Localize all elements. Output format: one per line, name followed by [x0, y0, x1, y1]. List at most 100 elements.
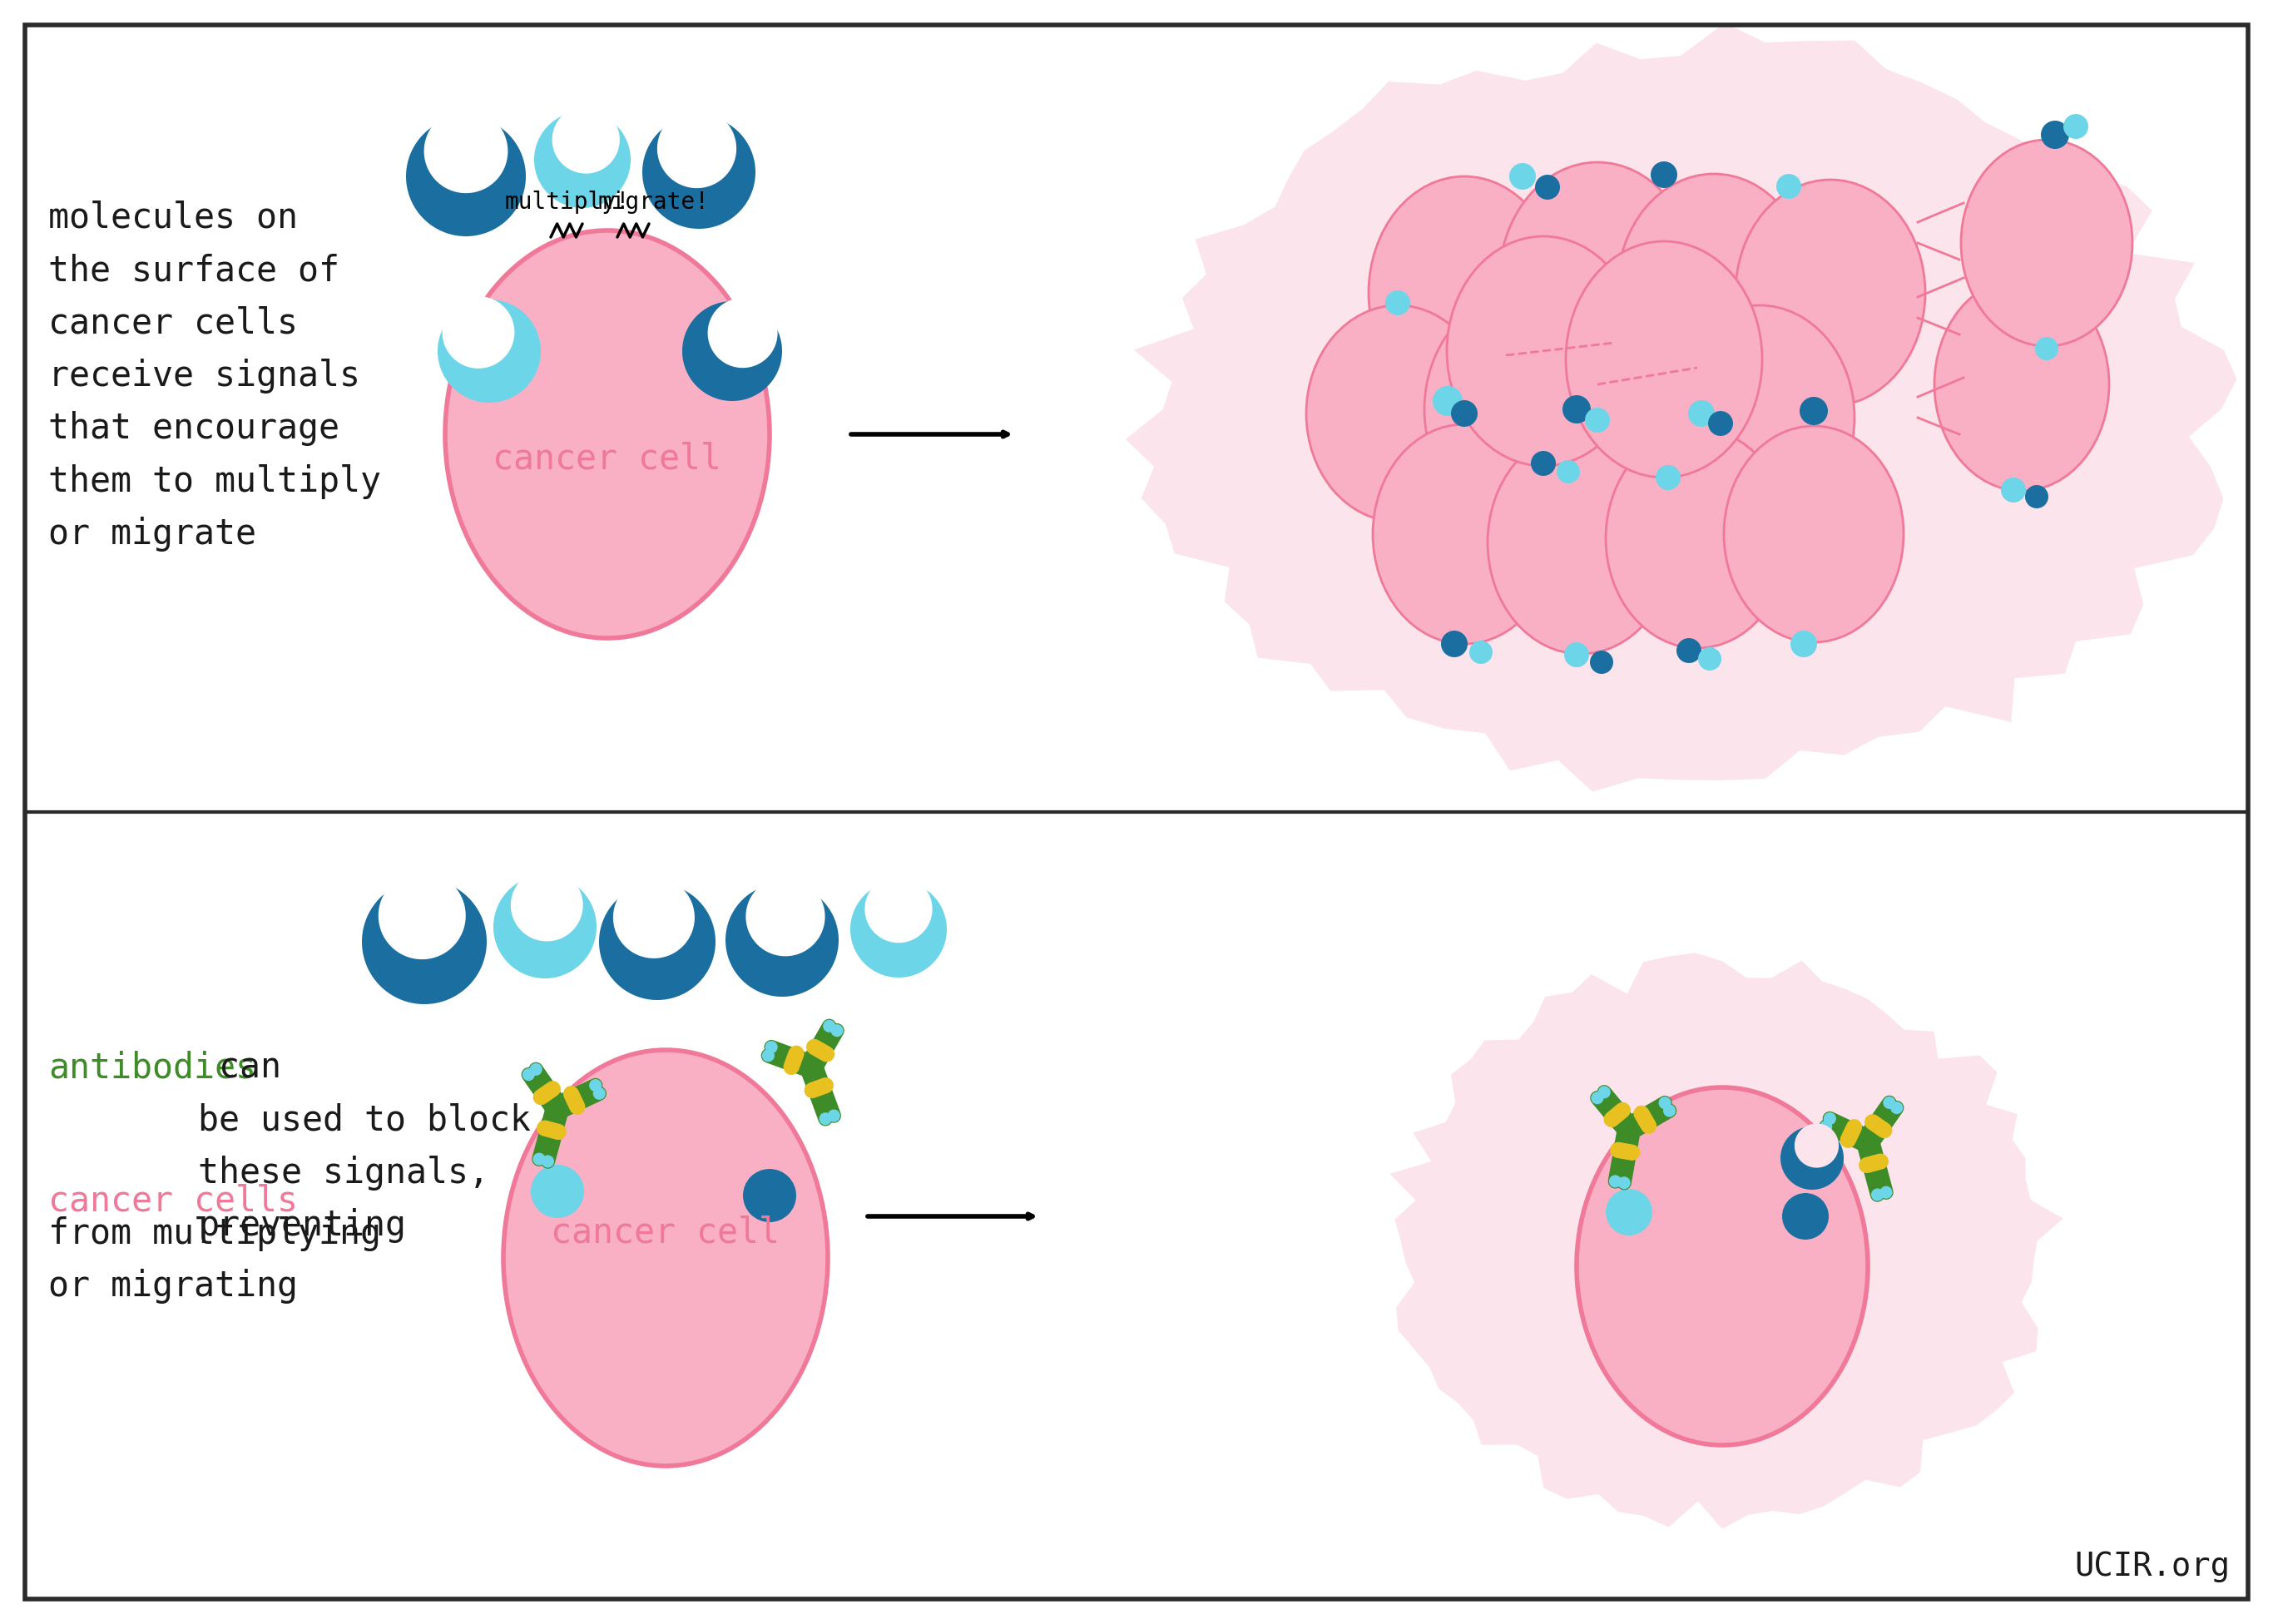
Circle shape — [743, 1169, 796, 1223]
Circle shape — [589, 1078, 602, 1091]
Polygon shape — [1780, 1127, 1843, 1190]
Circle shape — [593, 1086, 605, 1099]
Circle shape — [1821, 1121, 1832, 1134]
Circle shape — [1450, 400, 1477, 427]
Ellipse shape — [1618, 174, 1809, 403]
Polygon shape — [864, 875, 932, 944]
Circle shape — [1689, 400, 1714, 427]
Polygon shape — [1389, 953, 2064, 1528]
Circle shape — [1882, 1096, 1896, 1109]
Circle shape — [827, 1109, 841, 1122]
Circle shape — [2041, 120, 2068, 149]
Circle shape — [1782, 1194, 1830, 1239]
Polygon shape — [657, 109, 736, 188]
Polygon shape — [534, 112, 630, 208]
Circle shape — [541, 1155, 555, 1168]
Circle shape — [1618, 1176, 1630, 1189]
Text: cancer cell: cancer cell — [493, 442, 723, 477]
Circle shape — [1800, 396, 1827, 425]
Circle shape — [1605, 1189, 1652, 1236]
Ellipse shape — [1566, 242, 1762, 477]
Polygon shape — [614, 877, 696, 958]
Circle shape — [1655, 464, 1680, 490]
Polygon shape — [643, 115, 755, 229]
Ellipse shape — [1500, 162, 1696, 398]
Circle shape — [2025, 486, 2048, 508]
Circle shape — [818, 1112, 832, 1125]
Ellipse shape — [1546, 307, 1739, 536]
Polygon shape — [746, 877, 825, 957]
Text: cancer cells: cancer cells — [48, 1182, 298, 1218]
Circle shape — [1584, 408, 1609, 432]
Circle shape — [1659, 1096, 1671, 1109]
Circle shape — [523, 1069, 534, 1082]
Circle shape — [2064, 114, 2089, 140]
Circle shape — [1880, 1186, 1893, 1199]
Ellipse shape — [1737, 180, 1925, 406]
Polygon shape — [439, 299, 541, 403]
Polygon shape — [1125, 23, 2237, 791]
Circle shape — [1677, 638, 1702, 663]
Circle shape — [1509, 162, 1537, 190]
Ellipse shape — [1368, 177, 1559, 409]
Circle shape — [1589, 651, 1614, 674]
Text: cancer cell: cancer cell — [550, 1215, 780, 1250]
Ellipse shape — [1425, 292, 1621, 526]
Text: migrate!: migrate! — [598, 190, 709, 214]
Text: multiply!: multiply! — [505, 190, 630, 214]
Ellipse shape — [1664, 305, 1855, 529]
Circle shape — [1650, 161, 1677, 188]
Circle shape — [1609, 1176, 1621, 1187]
Circle shape — [2000, 477, 2025, 502]
Circle shape — [1384, 291, 1409, 315]
Polygon shape — [707, 297, 777, 369]
Polygon shape — [600, 883, 716, 1000]
Ellipse shape — [1448, 235, 1639, 466]
Circle shape — [1664, 1104, 1675, 1117]
Text: antibodies: antibodies — [48, 1051, 257, 1085]
Polygon shape — [443, 296, 514, 369]
Circle shape — [532, 1164, 584, 1218]
Text: can
be used to block
these signals,
preventing: can be used to block these signals, prev… — [198, 1051, 532, 1244]
Circle shape — [1557, 460, 1580, 484]
Ellipse shape — [1605, 429, 1789, 648]
Circle shape — [1698, 648, 1721, 671]
Ellipse shape — [1723, 425, 1903, 641]
Circle shape — [1598, 1086, 1612, 1098]
Circle shape — [1534, 175, 1559, 200]
Circle shape — [1468, 640, 1493, 664]
Ellipse shape — [502, 1051, 827, 1466]
Text: molecules on
the surface of
cancer cells
receive signals
that encourage
them to : molecules on the surface of cancer cells… — [48, 200, 382, 552]
Ellipse shape — [1307, 305, 1489, 521]
Circle shape — [761, 1049, 775, 1062]
Polygon shape — [552, 106, 621, 174]
Text: from multiplying
or migrating: from multiplying or migrating — [48, 1216, 382, 1304]
Circle shape — [830, 1025, 843, 1036]
Ellipse shape — [446, 231, 771, 638]
Polygon shape — [511, 869, 582, 942]
Polygon shape — [425, 109, 507, 193]
Circle shape — [1564, 641, 1589, 667]
Circle shape — [1441, 630, 1468, 658]
Polygon shape — [1793, 1124, 1839, 1168]
Ellipse shape — [1962, 140, 2132, 346]
Circle shape — [1530, 451, 1555, 476]
Polygon shape — [850, 882, 948, 978]
Polygon shape — [407, 117, 525, 235]
Polygon shape — [682, 300, 782, 401]
Polygon shape — [725, 883, 839, 997]
Circle shape — [1791, 630, 1816, 658]
Circle shape — [2034, 336, 2059, 361]
Ellipse shape — [1487, 430, 1673, 654]
Circle shape — [1591, 1091, 1605, 1104]
Ellipse shape — [1934, 278, 2109, 490]
Circle shape — [766, 1041, 777, 1054]
Polygon shape — [493, 875, 596, 978]
Text: UCIR.org: UCIR.org — [2075, 1551, 2230, 1582]
Polygon shape — [361, 879, 486, 1004]
Polygon shape — [377, 872, 466, 960]
Circle shape — [1707, 411, 1732, 435]
Ellipse shape — [1373, 424, 1555, 645]
Circle shape — [1823, 1112, 1837, 1125]
Circle shape — [1775, 174, 1800, 198]
